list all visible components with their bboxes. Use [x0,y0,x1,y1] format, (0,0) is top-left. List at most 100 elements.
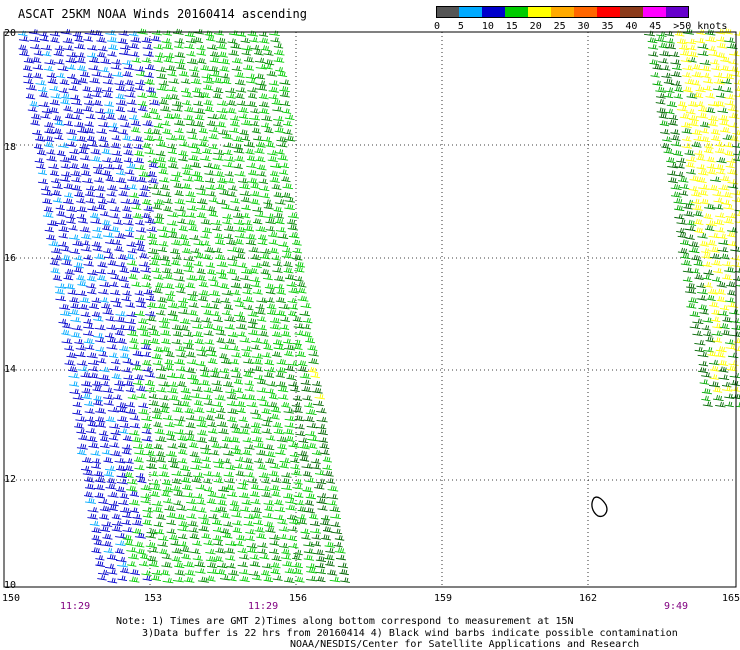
wind-barb [75,416,87,422]
wind-barb [140,493,151,499]
wind-barb [93,470,105,477]
wind-barb [86,352,98,359]
wind-barb [193,399,204,406]
legend-swatch [643,6,666,18]
wind-barb [123,64,134,70]
wind-barb [212,458,224,464]
wind-barb [322,464,332,471]
lon-label-150: 150 [2,593,21,604]
wind-barb [267,309,278,316]
wind-barb [242,296,254,303]
wind-barb [686,219,697,226]
wind-barb [160,329,171,336]
wind-barb [121,448,132,455]
wind-barb [240,37,250,44]
wind-barb [186,498,197,505]
wind-barb [171,113,182,120]
wind-barb [726,281,737,288]
wind-barb [175,134,187,141]
wind-barb [213,540,224,546]
wind-barb [178,155,188,162]
wind-barb [723,73,735,80]
wind-barb [78,434,89,441]
wind-barb [294,266,305,273]
wind-barb [265,141,276,148]
wind-barb [251,337,262,344]
wind-barb [83,260,94,267]
wind-barb [230,205,241,212]
wind-barb [129,415,140,421]
wind-barb [98,198,108,205]
wind-barb [135,240,145,247]
wind-barb [279,457,291,464]
wind-barb [143,128,154,135]
wind-barb [278,303,290,310]
wind-barb [87,513,98,520]
wind-barb [29,100,39,107]
wind-barb [246,155,257,162]
wind-barb [220,373,231,380]
wind-barb [194,114,205,121]
wind-barb [161,267,173,274]
wind-barb [134,374,145,381]
wind-barb [240,119,252,126]
wind-barb [261,421,272,427]
wind-barb [202,478,213,484]
wind-barb [216,337,226,344]
wind-barb [164,113,175,120]
wind-barb [113,219,123,225]
wind-barb [648,51,659,57]
wind-barb [279,79,291,85]
wind-barb [252,519,264,526]
wind-barb [246,542,258,549]
wind-barb [302,470,313,477]
wind-barb [303,541,315,547]
wind-barb [138,318,149,325]
wind-barb [65,213,76,219]
wind-barb [670,140,681,147]
wind-barb [31,56,42,63]
wind-barb [142,575,152,582]
wind-barb [49,85,60,92]
wind-barb [245,239,257,246]
wind-barb [285,498,296,504]
wind-barb [661,72,672,79]
wind-barb [48,240,60,247]
wind-barb [33,143,44,150]
wind-barb [321,534,332,541]
wind-barb [122,134,133,142]
wind-barb [668,114,679,121]
wind-barb [255,73,266,80]
wind-barb [134,234,146,241]
wind-barb [187,290,199,297]
wind-barb [679,113,691,120]
wind-barb [131,204,142,210]
wind-barb [259,253,271,260]
wind-barb [161,260,172,267]
wind-barb [691,141,702,148]
lat-label-16: 16 [4,253,17,264]
wind-barb [327,485,339,492]
wind-barb [108,44,119,51]
wind-barb [705,92,715,99]
wind-barb [235,456,245,463]
wind-barb [35,79,47,86]
wind-barb [227,408,239,415]
wind-barb [279,542,289,549]
wind-barb [70,316,82,323]
wind-barb [110,450,122,457]
wind-barb [284,422,295,428]
wind-barb [244,386,255,392]
wind-barb [245,233,257,240]
wind-barb [222,381,234,388]
wind-barb [148,161,159,168]
wind-barb [263,199,273,205]
wind-barb [277,386,289,393]
wind-barb [268,80,280,86]
wind-barb [716,168,726,175]
wind-barb [194,175,205,182]
wind-barb [36,163,46,170]
wind-barb [92,86,104,93]
wind-barb [135,297,146,304]
wind-barb [204,246,215,253]
